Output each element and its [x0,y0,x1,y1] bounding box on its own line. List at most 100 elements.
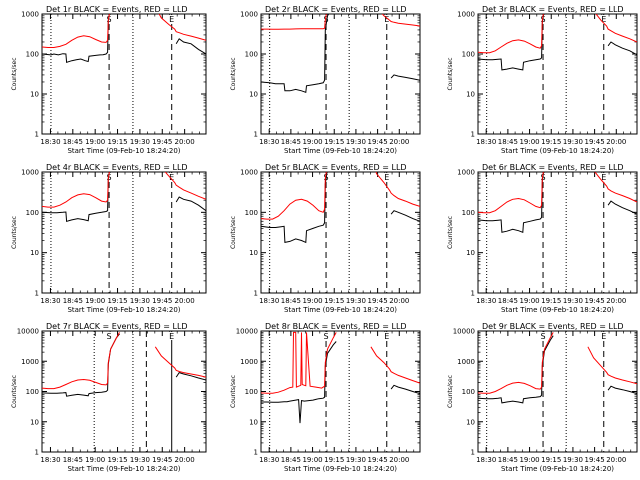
x-tick-label: 19:30 [130,297,150,305]
lld-series-line [478,14,637,54]
x-tick-label: 19:45 [368,138,388,146]
y-tick-label: 10000 [236,328,258,336]
x-axis-label: Start Time (09-Feb-10 18:24:20) [284,306,397,314]
x-tick-label: 18:30 [259,297,279,305]
y-axis-label: Counts/sec [11,375,18,408]
x-tick-label: 20:00 [606,138,626,146]
events-series-line [261,341,420,424]
x-tick-label: 18:45 [63,138,83,146]
x-axis-label: Start Time (09-Feb-10 18:24:20) [501,465,614,473]
x-tick-label: 20:00 [389,297,409,305]
y-axis-label: Counts/sec [447,375,454,408]
x-tick-label: 20:00 [606,456,626,464]
x-tick-label: 19:45 [585,456,605,464]
y-tick-label: 1 [471,131,475,139]
x-tick-label: 18:45 [281,456,301,464]
x-tick-label: 19:15 [107,297,127,305]
x-tick-label: 20:00 [175,138,195,146]
x-tick-label: 18:30 [259,456,279,464]
x-tick-label: 19:30 [563,297,583,305]
y-tick-label: 1000 [457,169,475,177]
x-tick-label: 19:00 [85,297,105,305]
marker-start-bg [322,15,331,23]
marker-start-bg [539,332,548,340]
x-tick-label: 18:30 [476,297,496,305]
marker-end-bg [599,332,608,340]
y-tick-label: 100 [245,388,258,396]
y-tick-label: 100 [26,209,39,217]
plot-frame [477,13,638,135]
y-tick-label: 1 [254,290,258,298]
panel-title: Det 4r BLACK = Events, RED = LLD [46,163,188,172]
plot-frame [41,13,207,135]
y-tick-label: 1 [35,131,39,139]
x-tick-label: 18:45 [498,138,518,146]
x-tick-label: 18:45 [498,297,518,305]
x-tick-label: 19:30 [130,138,150,146]
detector-panel-1: Det 1r BLACK = Events, RED = LLD 1 10 100 10… [11,5,207,155]
y-tick-label: 1000 [21,11,39,19]
y-tick-label: 10 [249,418,258,426]
y-axis-label: Counts/sec [11,216,18,249]
y-tick-label: 1 [254,449,258,457]
x-axis-label: Start Time (09-Feb-10 18:24:20) [501,147,614,155]
events-series-line [478,335,637,404]
x-tick-label: 18:30 [476,138,496,146]
start-marker: S [324,332,329,341]
x-tick-label: 19:15 [324,138,344,146]
x-axis-label: Start Time (09-Feb-10 18:24:20) [501,306,614,314]
detector-panel-5: Det 5r BLACK = Events, RED = LLD 1 10 100 10… [230,163,421,314]
y-tick-label: 10 [30,249,39,257]
lld-series-line [478,172,637,214]
x-tick-label: 19:30 [346,297,366,305]
start-marker: S [107,173,112,182]
y-tick-label: 100 [245,51,258,59]
y-tick-label: 10000 [453,328,475,336]
x-tick-label: 19:45 [152,456,172,464]
x-tick-label: 19:30 [346,138,366,146]
x-tick-label: 19:45 [368,297,388,305]
x-tick-label: 19:15 [541,138,561,146]
x-tick-label: 18:45 [281,297,301,305]
y-axis-label: Counts/sec [447,57,454,90]
x-tick-label: 19:15 [107,138,127,146]
marker-start-bg [322,332,331,340]
detector-panel-4: Det 4r BLACK = Events, RED = LLD 1 10 100 10… [11,163,207,314]
plot-frame [260,330,421,453]
panel-title: Det 7r BLACK = Events, RED = LLD [46,322,188,331]
y-tick-label: 1 [471,449,475,457]
x-tick-label: 18:45 [63,456,83,464]
end-marker: E [169,332,174,341]
marker-end-bg [382,15,391,23]
end-marker: E [384,332,389,341]
y-tick-label: 1000 [21,358,39,366]
start-marker: S [324,15,329,24]
x-tick-label: 19:00 [519,297,539,305]
x-axis-label: Start Time (09-Feb-10 18:24:20) [284,465,397,473]
y-tick-label: 1000 [21,169,39,177]
panel-title: Det 3r BLACK = Events, RED = LLD [482,5,624,14]
panel-title: Det 6r BLACK = Events, RED = LLD [482,163,624,172]
end-marker: E [601,173,606,182]
lld-series-line [478,332,637,394]
y-tick-label: 1 [254,131,258,139]
marker-end-bg [167,15,176,23]
marker-end-bg [599,173,608,181]
x-tick-label: 19:00 [302,456,322,464]
detector-panel-6: Det 6r BLACK = Events, RED = LLD 1 10 100 10… [447,163,638,314]
x-tick-label: 19:15 [541,297,561,305]
detector-panel-9: Det 9r BLACK = Events, RED = LLD 1 10 100 10… [447,322,638,473]
y-tick-label: 100 [26,51,39,59]
start-marker: S [541,332,546,341]
y-tick-label: 100 [245,209,258,217]
y-tick-label: 1 [471,290,475,298]
events-series-line [261,14,420,93]
x-axis-label: Start Time (09-Feb-10 18:24:20) [67,147,180,155]
detector-panel-7: Det 7r BLACK = Events, RED = LLD 1 10 100 10… [11,322,207,473]
x-tick-label: 20:00 [389,138,409,146]
detector-panel-3: Det 3r BLACK = Events, RED = LLD 1 10 100 10… [447,5,638,155]
plot-frame [477,330,638,453]
end-marker: E [384,173,389,182]
end-marker: E [169,173,174,182]
y-axis-label: Counts/sec [447,216,454,249]
